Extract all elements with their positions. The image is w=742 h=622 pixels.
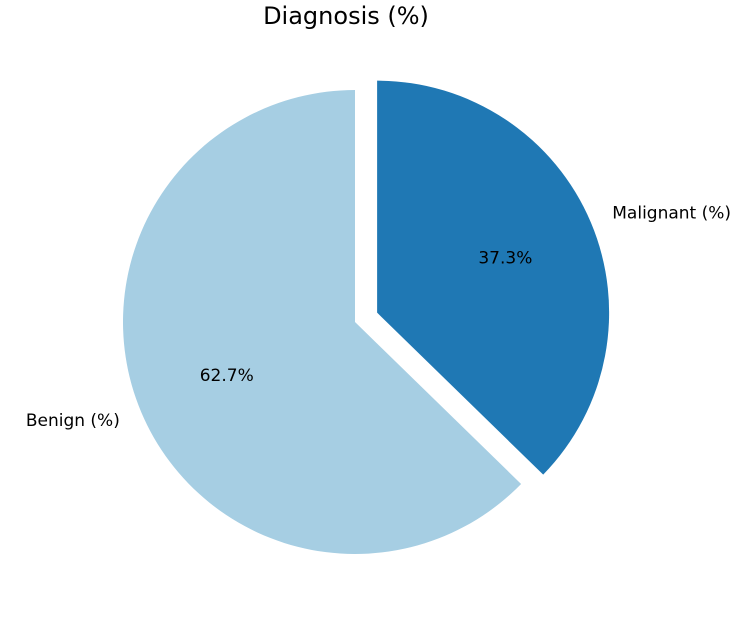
pie-labels: 37.3% Malignant (%) 62.7% Benign (%) xyxy=(26,204,731,432)
pie-slices xyxy=(122,80,610,554)
pie-percent-label: 37.3% xyxy=(478,249,532,269)
pie-slice-benign xyxy=(122,90,522,554)
pie-slice-malignant xyxy=(377,80,610,475)
chart-title: Diagnosis (%) xyxy=(263,2,429,30)
pie-category-label: Benign (%) xyxy=(26,411,120,431)
pie-percent-label: 62.7% xyxy=(200,366,254,386)
pie-category-label: Malignant (%) xyxy=(612,204,731,224)
